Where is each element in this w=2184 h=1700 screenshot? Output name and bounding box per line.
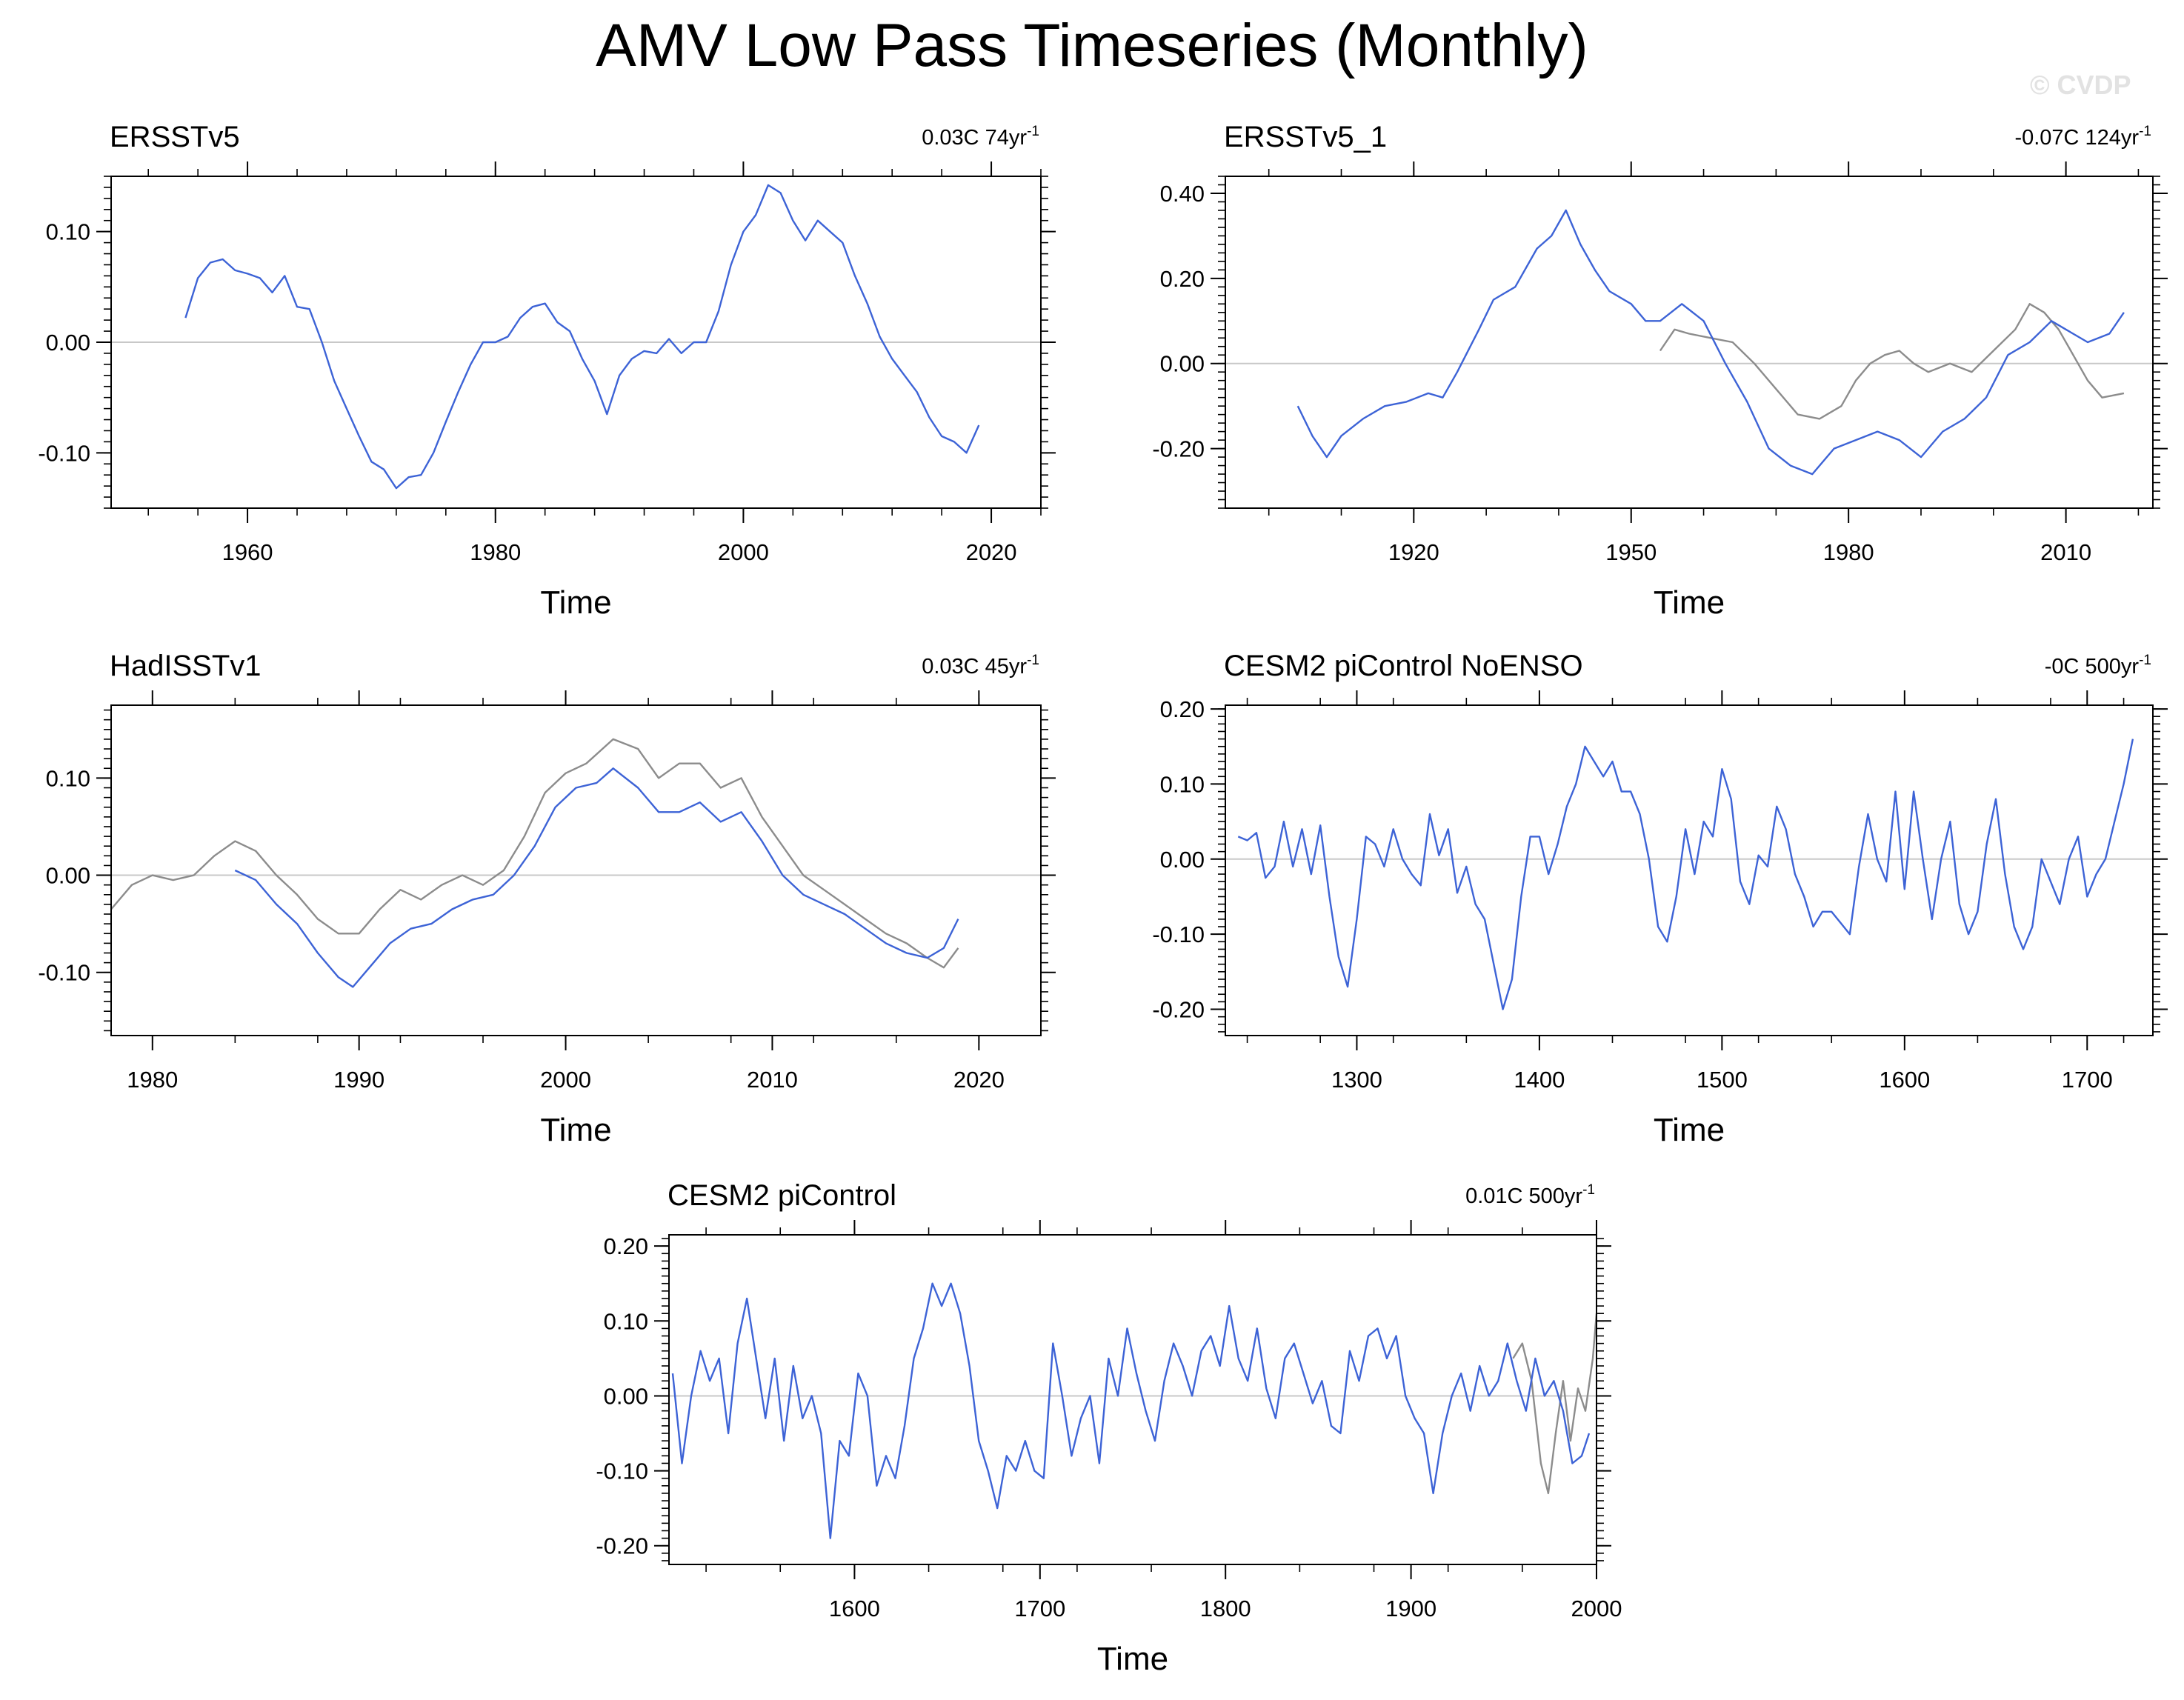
trend-stat: 0.03C 74yr-1 xyxy=(922,124,1039,150)
series-line-secondary xyxy=(1659,303,2125,420)
y-tick-label: 0.10 xyxy=(604,1308,648,1334)
x-tick-label: 1400 xyxy=(1514,1067,1565,1093)
panel-title: ERSSTv5 xyxy=(110,121,240,153)
chart-panel: -0.10 0.00 0.10 1980 1990 2000 2010 2020 HadISST… xyxy=(38,650,1056,1148)
y-tick-label: 0.00 xyxy=(1160,351,1205,377)
x-tick-label: 2000 xyxy=(718,539,769,565)
panel-title: CESM2 piControl xyxy=(667,1179,896,1212)
x-tick-label: 1960 xyxy=(222,539,273,565)
plot-frame xyxy=(1225,176,2154,509)
plot-frame xyxy=(668,1234,1597,1565)
x-tick-label: 1500 xyxy=(1697,1067,1748,1093)
x-tick-label: 2020 xyxy=(953,1067,1005,1093)
x-tick-label: 2020 xyxy=(966,539,1017,565)
y-tick-label: -0.20 xyxy=(1152,997,1205,1023)
y-tick-label: 0.00 xyxy=(46,330,90,356)
series-line-primary xyxy=(1237,739,2134,1010)
chart-panel: -0.20 -0.10 0.00 0.10 0.20 1300 1400 1500 1600 17… xyxy=(1152,650,2168,1148)
chart-panel: -0.20 -0.10 0.00 0.10 0.20 1600 1700 1800 1900 20… xyxy=(596,1179,1622,1677)
trend-stat-exponent: -1 xyxy=(1027,124,1039,139)
chart-panel: -0.20 0.00 0.20 0.40 1920 1950 1980 2010 ERSSTv5… xyxy=(1152,121,2168,621)
panel-title: ERSSTv5_1 xyxy=(1224,121,1387,153)
x-tick-label: 1600 xyxy=(829,1596,880,1621)
y-tick-label: 0.10 xyxy=(46,765,90,791)
x-tick-label: 1990 xyxy=(333,1067,384,1093)
x-axis-label: Time xyxy=(540,1112,611,1148)
y-tick-label: 0.10 xyxy=(46,219,90,245)
x-tick-label: 1980 xyxy=(127,1067,178,1093)
watermark: © CVDP xyxy=(2030,70,2131,100)
x-tick-label: 1980 xyxy=(1823,539,1874,565)
y-tick-label: -0.10 xyxy=(596,1459,648,1484)
y-tick-label: -0.20 xyxy=(1152,436,1205,462)
x-tick-label: 1980 xyxy=(470,539,521,565)
trend-stat: -0C 500yr-1 xyxy=(2045,653,2151,679)
plot-frame xyxy=(1225,704,2154,1036)
y-tick-label: 0.40 xyxy=(1160,181,1205,207)
x-axis-label: Time xyxy=(1654,584,1725,621)
series-line-primary xyxy=(671,1282,1591,1539)
x-tick-label: 1950 xyxy=(1605,539,1657,565)
panel-title: HadISSTv1 xyxy=(110,650,262,682)
trend-stat: 0.01C 500yr-1 xyxy=(1465,1182,1595,1208)
x-tick-label: 1700 xyxy=(2062,1067,2113,1093)
plot-frame xyxy=(110,176,1042,509)
y-tick-label: 0.20 xyxy=(1160,696,1205,722)
x-axis-label: Time xyxy=(1654,1112,1725,1148)
y-tick-label: 0.00 xyxy=(1160,847,1205,873)
trend-stat-exponent: -1 xyxy=(2139,653,2151,668)
series-line-primary xyxy=(1296,209,2125,476)
x-axis-label: Time xyxy=(1097,1641,1168,1677)
y-tick-label: -0.10 xyxy=(1152,921,1205,947)
trend-stat: 0.03C 45yr-1 xyxy=(922,653,1039,679)
x-tick-label: 1700 xyxy=(1014,1596,1065,1621)
series-line-primary xyxy=(184,184,980,490)
y-tick-label: 0.00 xyxy=(604,1383,648,1409)
trend-stat-exponent: -1 xyxy=(1027,653,1039,668)
x-tick-label: 2000 xyxy=(1571,1596,1622,1621)
trend-stat-exponent: -1 xyxy=(1582,1182,1595,1198)
panel-title: CESM2 piControl NoENSO xyxy=(1224,650,1583,682)
page-title: AMV Low Pass Timeseries (Monthly) xyxy=(596,12,1588,79)
y-tick-label: 0.20 xyxy=(604,1233,648,1259)
trend-stat-exponent: -1 xyxy=(2139,124,2151,139)
y-tick-label: 0.00 xyxy=(46,863,90,889)
y-tick-label: -0.10 xyxy=(38,960,90,986)
series-line-secondary xyxy=(1512,1313,1598,1495)
x-tick-label: 1900 xyxy=(1385,1596,1436,1621)
x-tick-label: 2000 xyxy=(540,1067,591,1093)
series-line-primary xyxy=(234,767,959,988)
x-tick-label: 2010 xyxy=(747,1067,798,1093)
y-tick-label: 0.20 xyxy=(1160,266,1205,292)
y-tick-label: -0.20 xyxy=(596,1533,648,1559)
x-tick-label: 1800 xyxy=(1200,1596,1251,1621)
x-axis-label: Time xyxy=(540,584,611,621)
x-tick-label: 1300 xyxy=(1331,1067,1382,1093)
trend-stat: -0.07C 124yr-1 xyxy=(2014,124,2151,150)
plot-frame xyxy=(110,704,1042,1036)
chart-panel: -0.10 0.00 0.10 1960 1980 2000 2020 ERSSTv5 0.03… xyxy=(38,121,1056,621)
series-line-secondary xyxy=(110,738,959,969)
y-tick-label: 0.10 xyxy=(1160,771,1205,797)
x-tick-label: 1920 xyxy=(1388,539,1439,565)
x-tick-label: 1600 xyxy=(1879,1067,1930,1093)
y-tick-label: -0.10 xyxy=(38,440,90,466)
x-tick-label: 2010 xyxy=(2040,539,2091,565)
